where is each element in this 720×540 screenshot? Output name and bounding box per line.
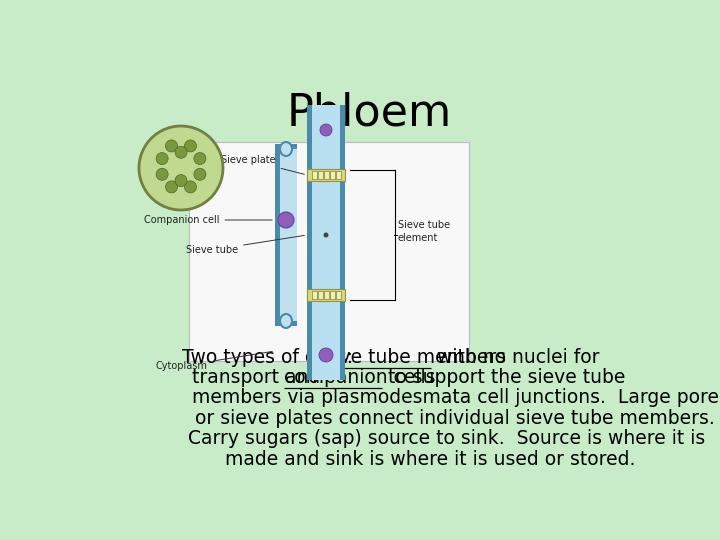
Circle shape	[156, 168, 168, 180]
Bar	[275, 144, 297, 149]
Text: Sieve tube: Sieve tube	[398, 220, 450, 230]
Text: Carry sugars (sap) source to sink.  Source is where it is: Carry sugars (sap) source to sink. Sourc…	[176, 429, 705, 448]
Bar	[318, 291, 323, 299]
Circle shape	[184, 181, 197, 193]
Circle shape	[156, 152, 168, 165]
Circle shape	[184, 140, 197, 152]
Circle shape	[278, 212, 294, 228]
Circle shape	[320, 124, 332, 136]
Bar	[336, 171, 341, 179]
Text: companion cells: companion cells	[284, 368, 436, 387]
Bar	[323, 171, 328, 179]
Bar	[307, 105, 312, 380]
Text: Phloem: Phloem	[287, 92, 451, 135]
Circle shape	[323, 233, 328, 238]
Text: to support the sieve tube: to support the sieve tube	[382, 368, 626, 387]
Circle shape	[319, 348, 333, 362]
Circle shape	[194, 152, 206, 165]
Text: Cytoplasm: Cytoplasm	[156, 352, 272, 371]
Bar	[275, 321, 297, 326]
Text: Two types of cells:: Two types of cells:	[182, 348, 359, 367]
Text: transport and: transport and	[186, 368, 326, 387]
Circle shape	[194, 168, 206, 180]
Circle shape	[166, 181, 178, 193]
Bar	[312, 291, 317, 299]
Circle shape	[175, 146, 187, 158]
Bar	[312, 105, 340, 380]
Bar	[323, 291, 328, 299]
Bar	[330, 171, 335, 179]
Bar	[275, 149, 280, 321]
Text: made and sink is where it is used or stored.: made and sink is where it is used or sto…	[225, 450, 635, 469]
Bar	[336, 291, 341, 299]
Text: Companion cell: Companion cell	[144, 215, 272, 225]
Text: Sieve plate: Sieve plate	[221, 155, 305, 174]
Bar	[280, 149, 297, 321]
Ellipse shape	[280, 142, 292, 156]
Bar	[330, 291, 335, 299]
Text: element: element	[398, 233, 438, 243]
Text: members via plasmodesmata cell junctions.  Large pores: members via plasmodesmata cell junctions…	[192, 388, 720, 408]
Bar	[307, 169, 345, 181]
Ellipse shape	[280, 314, 292, 328]
Text: Sieve tube: Sieve tube	[186, 235, 305, 255]
Bar	[340, 105, 345, 380]
Text: with no nuclei for: with no nuclei for	[431, 348, 600, 367]
Bar	[318, 171, 323, 179]
Circle shape	[175, 174, 187, 187]
Text: sieve tube members: sieve tube members	[313, 348, 506, 367]
Text: or sieve plates connect individual sieve tube members.: or sieve plates connect individual sieve…	[189, 409, 715, 428]
Bar	[312, 171, 317, 179]
Bar	[307, 289, 345, 301]
Bar	[189, 142, 469, 361]
Circle shape	[166, 140, 178, 152]
Circle shape	[139, 126, 223, 210]
